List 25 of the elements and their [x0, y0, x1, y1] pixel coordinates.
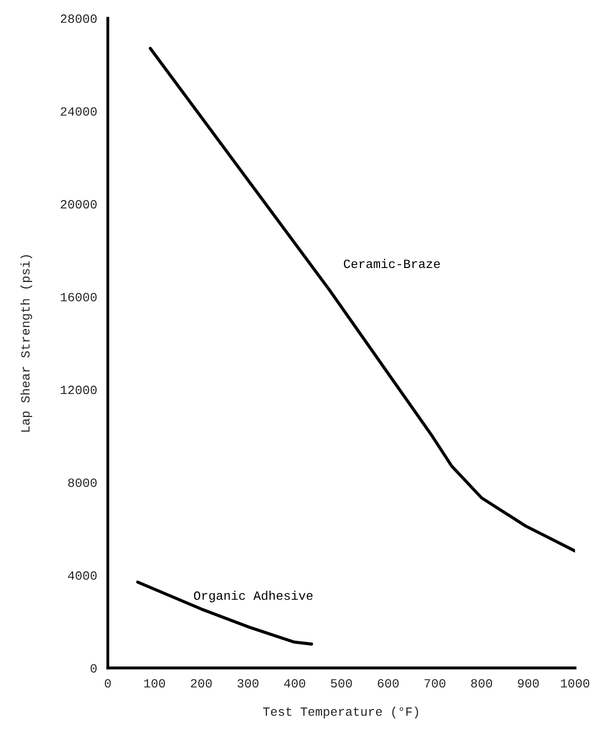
x-tick-label: 300 [238, 679, 258, 688]
y-tick-label: 16000 [60, 292, 97, 302]
series-label: Ceramic-Braze [344, 258, 440, 268]
x-axis-title: Test Temperature (°F) [263, 706, 418, 718]
y-tick-label: 12000 [60, 386, 97, 394]
y-tick-label: 0 [90, 664, 97, 673]
x-tick-label: 500 [330, 679, 352, 688]
x-tick-label: 700 [424, 679, 446, 688]
y-tick-label: 20000 [60, 200, 97, 209]
x-tick-label: 100 [144, 679, 166, 688]
x-tick-label: 0 [104, 679, 111, 688]
y-tick-label: 4000 [68, 571, 97, 580]
x-tick-label: 900 [518, 679, 539, 688]
x-tick-label: 600 [378, 679, 399, 688]
series-label: Organic Adhesive [194, 590, 313, 602]
x-tick-label: 1000 [560, 679, 590, 688]
line-series [148, 46, 576, 553]
y-tick-label: 8000 [68, 478, 97, 487]
x-tick-label: 200 [190, 679, 212, 688]
x-tick-label: 400 [284, 679, 306, 688]
y-tick-label: 28000 [60, 14, 97, 23]
y-tick-label: 24000 [60, 107, 97, 116]
x-tick-label: 800 [471, 679, 492, 688]
y-axis-title: Lap Shear Strength (psi) [20, 255, 32, 432]
line-series [136, 580, 314, 646]
